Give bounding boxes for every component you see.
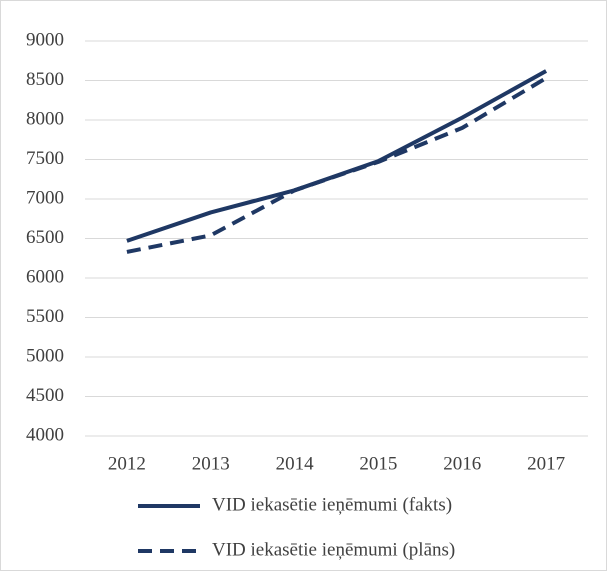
y-tick-label: 4000 — [26, 424, 64, 445]
y-tick-label: 5500 — [26, 306, 64, 327]
x-tick-label: 2014 — [276, 453, 315, 474]
y-tick-label: 6000 — [26, 266, 64, 287]
x-tick-label: 2013 — [192, 453, 230, 474]
x-tick-label: 2015 — [359, 453, 397, 474]
x-tick-label: 2017 — [527, 453, 565, 474]
y-tick-label: 8000 — [26, 108, 64, 129]
y-tick-label: 7500 — [26, 148, 64, 169]
y-tick-label: 7000 — [26, 187, 64, 208]
x-tick-label: 2016 — [443, 453, 481, 474]
y-tick-label: 5000 — [26, 345, 64, 366]
x-tick-label: 2012 — [108, 453, 146, 474]
y-tick-label: 9000 — [26, 29, 64, 50]
y-tick-label: 8500 — [26, 69, 64, 90]
y-tick-label: 4500 — [26, 385, 64, 406]
legend-label: VID iekasētie ieņēmumi (fakts) — [212, 494, 452, 515]
y-tick-label: 6500 — [26, 227, 64, 248]
series-line — [126, 76, 548, 254]
legend-label: VID iekasētie ieņēmumi (plāns) — [212, 539, 455, 560]
